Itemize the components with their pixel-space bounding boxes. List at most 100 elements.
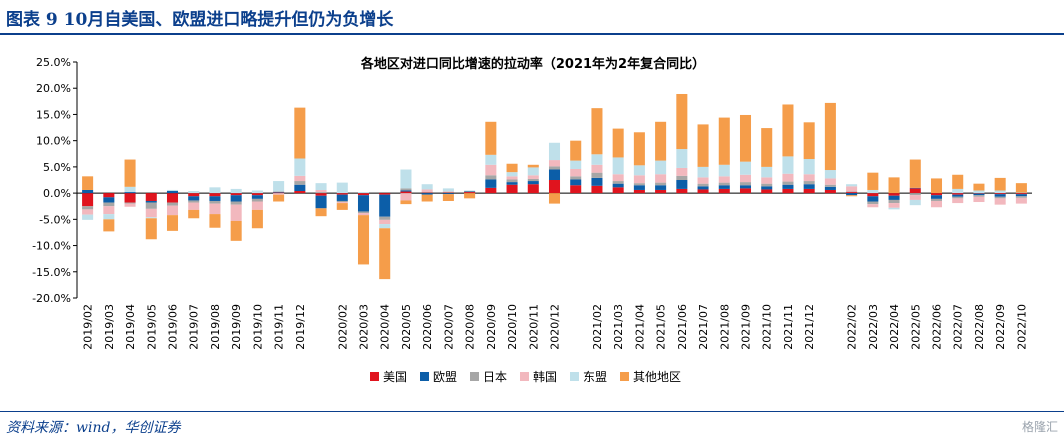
bar-segment: [82, 176, 94, 190]
bar-segment: [824, 184, 836, 187]
bar-segment: [570, 160, 582, 169]
bar-segment: [527, 175, 539, 179]
bar-segment: [548, 166, 561, 170]
bar-segment: [400, 188, 412, 191]
bar-segment: [718, 182, 730, 186]
bar-segment: [273, 194, 285, 202]
y-tick-label: 25.0%: [36, 56, 71, 69]
bar-segment: [633, 183, 645, 186]
bar-segment: [294, 158, 306, 176]
bar-segment: [400, 200, 412, 205]
bar-segment: [952, 174, 964, 189]
bar-segment: [145, 218, 157, 240]
bar-segment: [655, 185, 667, 190]
bar-segment: [824, 170, 836, 179]
bar-segment: [124, 159, 136, 187]
bar-segment: [209, 214, 221, 228]
bar-segment: [952, 196, 964, 199]
bar-segment: [761, 128, 773, 167]
bar-segment: [697, 166, 709, 178]
bar-segment: [761, 166, 773, 178]
bar-segment: [124, 202, 136, 204]
bar-segment: [485, 187, 497, 194]
bar-segment: [294, 181, 306, 185]
bar-segment: [973, 193, 985, 194]
bar-segment: [506, 179, 518, 183]
bar-segment: [421, 194, 433, 202]
bar-segment: [124, 186, 136, 193]
bar-segment: [145, 193, 157, 201]
bar-segment: [124, 193, 136, 203]
x-tick-label: 2022/09: [994, 304, 1007, 350]
bar-segment: [230, 220, 242, 241]
bar-segment: [251, 198, 263, 202]
legend-swatch: [370, 372, 379, 381]
bar-segment: [909, 193, 921, 196]
bar-segment: [655, 160, 667, 175]
bar-segment: [230, 195, 242, 202]
x-tick-label: 2022/04: [888, 304, 901, 350]
bar-segment: [591, 154, 603, 165]
bar-segment: [1015, 193, 1027, 195]
bar-segment: [230, 201, 242, 205]
bar-segment: [952, 193, 964, 195]
y-tick-label: 10.0%: [36, 135, 71, 148]
bar-segment: [782, 156, 794, 174]
bar-segment: [718, 164, 730, 177]
bar-segment: [145, 200, 157, 203]
bar-segment: [166, 202, 179, 206]
bar-segment: [973, 195, 985, 197]
legend-label: 韩国: [533, 369, 557, 384]
bar-segment: [676, 175, 688, 180]
bar-segment: [188, 193, 200, 197]
bar-segment: [230, 193, 242, 196]
legend-swatch: [620, 372, 629, 381]
bar-segment: [485, 164, 497, 176]
bar-segment: [357, 211, 370, 214]
bar-segment: [209, 203, 221, 215]
y-tick-label: -15.0%: [32, 266, 71, 279]
x-tick-label: 2019/02: [82, 304, 95, 350]
bar-segment: [718, 176, 730, 183]
bar-segment: [103, 197, 115, 203]
bar-segment: [612, 183, 624, 188]
bar-segment: [230, 188, 242, 194]
figure-title: 图表 9 10月自美国、欧盟进口略提升但仍为负增长: [6, 10, 394, 30]
bar-segment: [994, 196, 1006, 199]
bar-segment: [803, 122, 815, 160]
bar-segment: [888, 199, 900, 204]
bar-segment: [697, 177, 709, 184]
chart-title: 各地区对进口同比增速的拉动率（2021年为2年复合同比）: [360, 56, 705, 72]
bar-segment: [930, 200, 943, 208]
bar-segment: [803, 174, 815, 182]
bar-segment: [145, 208, 157, 218]
bar-segment: [739, 114, 752, 162]
bar-segment: [357, 195, 370, 212]
bar-segment: [464, 190, 476, 192]
bar-segment: [570, 168, 582, 177]
bar-segment: [442, 194, 454, 201]
bar-segment: [739, 188, 752, 194]
bar-segment: [421, 193, 433, 195]
bar-segment: [209, 187, 221, 194]
bar-segment: [761, 183, 773, 187]
bar-segment: [103, 202, 115, 207]
bar-segment: [336, 194, 348, 201]
bar-segment: [103, 214, 115, 220]
x-tick-label: 2020/10: [506, 304, 519, 350]
bar-segment: [251, 201, 263, 210]
bar-segment: [697, 124, 709, 167]
bar-segment: [888, 207, 900, 210]
x-tick-label: 2021/09: [740, 304, 753, 350]
y-tick-label: 0.0%: [43, 187, 71, 200]
x-tick-label: 2021/05: [655, 304, 668, 350]
bar-segment: [124, 203, 136, 207]
bar-segment: [209, 196, 221, 201]
bar-segment: [655, 174, 667, 183]
stacked-bar-chart: 各地区对进口同比增速的拉动率（2021年为2年复合同比） -20.0% -15.0…: [32, 56, 1032, 384]
bar-segment: [251, 193, 263, 196]
legend-label: 美国: [383, 370, 407, 384]
x-tick-label: 2019/03: [103, 304, 116, 350]
x-tick-label: 2022/06: [931, 304, 944, 350]
bar-segment: [357, 213, 370, 216]
